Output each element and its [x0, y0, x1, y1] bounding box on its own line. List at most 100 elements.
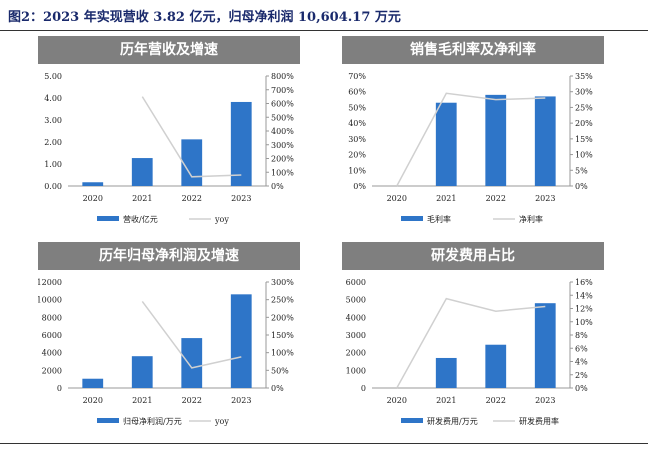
x-tick-label: 2023: [535, 194, 555, 203]
panel-revenue: 历年营收及增速 0.00 1.00 2.00 3.00 4.00 5.00 0% 100% 20…: [38, 36, 300, 238]
legend-label-line: yoy: [214, 417, 229, 426]
x-tick-label: 2021: [436, 194, 456, 203]
left-tick-label: 5000: [346, 296, 366, 305]
legend-swatch-bar: [97, 418, 119, 423]
left-tick-label: 0: [361, 384, 366, 393]
left-tick-label: 10000: [38, 296, 62, 305]
panel-title-revenue: 历年营收及增速: [38, 36, 300, 64]
x-tick-label: 2021: [132, 194, 152, 203]
panel-title-net-profit: 历年归母净利润及增速: [38, 242, 300, 270]
series-line: [396, 297, 546, 389]
legend-label-bar: 毛利率: [427, 214, 451, 224]
legend-label-bar: 研发费用/万元: [427, 416, 478, 426]
left-tick-label: 4.00: [44, 94, 62, 103]
left-tick-label: 0%: [353, 182, 366, 191]
right-tick-label: 0%: [271, 182, 284, 191]
bar: [435, 102, 457, 186]
bar: [82, 378, 104, 388]
x-tick-label: 2022: [486, 194, 506, 203]
left-tick-label: 3.00: [44, 116, 62, 125]
bar: [230, 101, 252, 186]
right-tick-label: 100%: [271, 168, 294, 177]
panel-net-profit: 历年归母净利润及增速 0 2000 4000 6000 8000 10000 12000 0%…: [38, 242, 300, 440]
right-tick-label: 8%: [575, 331, 588, 340]
left-tick-label: 1.00: [44, 160, 62, 169]
left-tick-label: 6000: [42, 331, 62, 340]
right-tick-label: 10%: [575, 318, 593, 327]
top-rule: [0, 30, 648, 31]
bar: [82, 182, 104, 186]
bar: [435, 357, 457, 388]
left-tick-label: 6000: [346, 278, 366, 287]
left-tick-label: 50%: [348, 103, 366, 112]
right-tick-label: 10%: [575, 151, 593, 160]
right-tick-label: 50%: [271, 366, 289, 375]
panel-margin: 销售毛利率及净利率 0% 10% 20% 30% 40% 50% 60% 70% 0% 5% 10%…: [342, 36, 604, 238]
legend-label-bar: 归母净利润/万元: [123, 416, 182, 426]
right-tick-label: 100%: [271, 349, 294, 358]
left-tick-label: 8000: [42, 313, 62, 322]
bar: [534, 96, 556, 186]
right-tick-label: 14%: [575, 291, 593, 300]
left-tick-label: 2000: [346, 349, 366, 358]
x-tick-label: 2020: [83, 194, 103, 203]
revenue-chart: 0.00 1.00 2.00 3.00 4.00 5.00 0% 100% 200% 300% 40…: [44, 72, 294, 224]
x-tick-label: 2020: [83, 396, 103, 405]
right-tick-label: 16%: [575, 278, 593, 287]
x-tick-label: 2022: [486, 396, 506, 405]
right-tick-label: 600%: [271, 100, 294, 109]
right-tick-label: 300%: [271, 278, 294, 287]
left-tick-label: 12000: [38, 278, 62, 287]
right-tick-label: 200%: [271, 155, 294, 164]
rnd-chart: 0 1000 2000 3000 4000 5000 6000 0% 2% 4% 6% 8% 10% 12…: [346, 278, 594, 426]
right-tick-label: 800%: [271, 72, 294, 81]
left-tick-label: 4000: [42, 349, 62, 358]
right-tick-label: 5%: [575, 166, 588, 175]
bar: [131, 158, 153, 186]
margin-chart: 0% 10% 20% 30% 40% 50% 60% 70% 0% 5% 10% 15% 20% 25% 3…: [348, 72, 593, 224]
bar: [131, 356, 153, 388]
right-tick-label: 6%: [575, 344, 588, 353]
x-tick-label: 2023: [231, 194, 251, 203]
left-tick-label: 0.00: [44, 182, 62, 191]
right-tick-label: 12%: [575, 305, 593, 314]
right-tick-label: 300%: [271, 141, 294, 150]
panel-title-rnd: 研发费用占比: [342, 242, 604, 270]
panel-title-margin: 销售毛利率及净利率: [342, 36, 604, 64]
left-tick-label: 2000: [42, 366, 62, 375]
right-tick-label: 150%: [271, 331, 294, 340]
legend-label-line: yoy: [214, 215, 229, 224]
left-tick-label: 20%: [348, 151, 366, 160]
right-tick-label: 200%: [271, 313, 294, 322]
legend-label-line: 净利率: [519, 214, 543, 224]
bar: [485, 344, 507, 388]
left-tick-label: 5.00: [44, 72, 62, 81]
x-tick-label: 2022: [182, 194, 202, 203]
left-tick-label: 60%: [348, 88, 366, 97]
right-tick-label: 0%: [575, 182, 588, 191]
x-tick-label: 2021: [436, 396, 456, 405]
right-tick-label: 0%: [271, 384, 284, 393]
right-tick-label: 20%: [575, 119, 593, 128]
legend-swatch-bar: [401, 216, 423, 221]
right-tick-label: 2%: [575, 371, 588, 380]
net-profit-chart: 0 2000 4000 6000 8000 10000 12000 0% 50% 100% 150%…: [38, 278, 294, 426]
bar: [181, 338, 203, 388]
left-tick-label: 4000: [346, 313, 366, 322]
series-line: [396, 92, 546, 187]
bar: [181, 139, 203, 186]
left-tick-label: 40%: [348, 119, 366, 128]
bar: [485, 94, 507, 186]
right-tick-label: 25%: [575, 103, 593, 112]
left-tick-label: 10%: [348, 166, 366, 175]
left-tick-label: 1000: [346, 366, 366, 375]
right-tick-label: 250%: [271, 296, 294, 305]
x-tick-label: 2021: [132, 396, 152, 405]
legend-swatch-bar: [97, 216, 119, 221]
x-tick-label: 2023: [231, 396, 251, 405]
bottom-rule: [0, 443, 648, 444]
right-tick-label: 500%: [271, 113, 294, 122]
right-tick-label: 700%: [271, 86, 294, 95]
series-line: [141, 96, 242, 178]
right-tick-label: 4%: [575, 358, 588, 367]
